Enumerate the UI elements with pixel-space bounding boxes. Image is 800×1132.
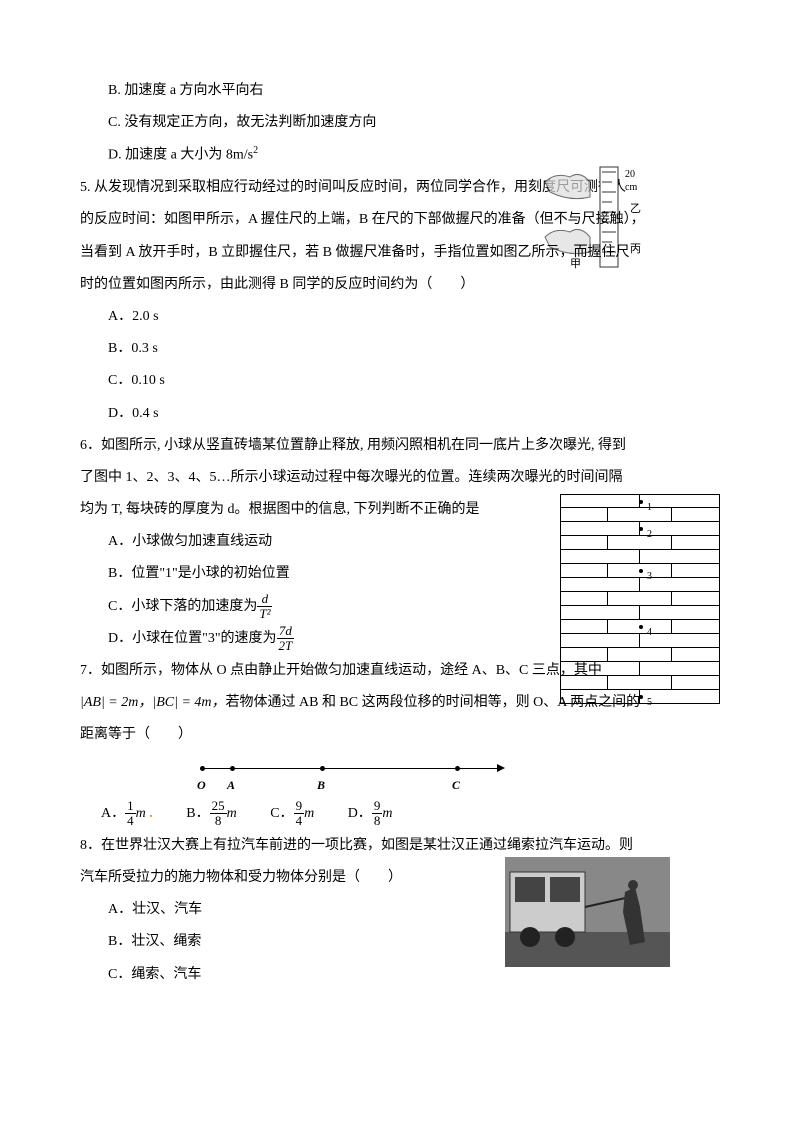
q7-options: A．14m . B．258m C．94m D．98m [101,798,720,830]
q7-stem-2: |AB| = 2m，|BC| = 4m，若物体通过 AB 和 BC 这两段位移的… [80,687,720,719]
q7-stem-3: 距离等于（ ） [80,719,720,751]
q7-stem-2a: |AB| = 2m，|BC| = 4m， [80,695,226,710]
q5-stem-4: 时的位置如图丙所示，由此测得 B 同学的反应时间约为（ ） [80,269,720,301]
q7-opta-label: A． [101,806,125,821]
q6-stem-3: 均为 T, 每块砖的厚度为 d。根据图中的信息, 下列判断不正确的是 1 2 3… [80,494,720,526]
q6-stem-1: 6．如图所示, 小球从竖直砖墙某位置静止释放, 用频闪照相机在同一底片上多次曝光… [80,430,720,462]
q6-optd-den: 2T [277,639,295,653]
q6-stem-2-text: 了图中 1、2、3、4、5…所示小球运动过程中每次曝光的位置。连续两次曝光的时间… [80,470,623,485]
q7-point-a: A [227,772,235,800]
q5-stem-1: 5. 从发现情况到采取相应行动经过的时间叫反应时间，两位同学合作，用刻度尺可测得… [80,172,720,204]
q8-option-c: C．绳索、汽车 [80,959,720,991]
q8-stem-2: 汽车所受拉力的施力物体和受力物体分别是（ ） [80,862,720,894]
svg-text:20: 20 [625,169,635,180]
q6-option-a: A．小球做匀加速直线运动 [80,526,720,558]
q7-point-c: C [452,772,460,800]
q6-stem-2: 了图中 1、2、3、4、5…所示小球运动过程中每次曝光的位置。连续两次曝光的时间… [80,462,720,494]
q7-optd-label: D． [348,806,372,821]
q6-option-d: D．小球在位置"3"的速度为7d2T [80,623,720,655]
q8-option-a: A．壮汉、汽车 [80,894,720,926]
q7-opta-suf: m [136,806,146,821]
q5-stem-2: 的反应时间：如图甲所示，A 握住尺的上端，B 在尺的下部做握尺的准备（但不与尺接… [80,204,720,236]
q7-optb-suf: m [227,806,237,821]
q6-stem-3-text: 均为 T, 每块砖的厚度为 d。根据图中的信息, 下列判断不正确的是 [80,502,480,517]
q6-optc-text: C．小球下落的加速度为 [108,599,257,614]
q7-optc-label: C． [270,806,293,821]
svg-text:cm: cm [625,182,637,193]
q7-option-b: B．258m [186,798,236,830]
q7-optb-den: 8 [210,814,227,828]
q7-optc-suf: m [304,806,314,821]
q5-option-c: C．0.10 s [80,365,720,397]
q6-optc-den: T² [257,607,272,621]
q7-point-o: O [197,772,206,800]
q8-stem-2-text: 汽车所受拉力的施力物体和受力物体分别是（ ） [80,870,402,885]
q7-optd-suf: m [382,806,392,821]
q4-option-c: C. 没有规定正方向，故无法判断加速度方向 [80,107,720,139]
q7-optb-num: 25 [210,799,227,814]
q5-option-b: B．0.3 s [80,333,720,365]
q7-optc-den: 4 [294,814,305,828]
q7-opta-num: 1 [125,799,136,814]
q7-optc-num: 9 [294,799,305,814]
q7-option-c: C．94m [270,798,314,830]
q6-optc-num: d [257,592,272,607]
q5-option-a: A．2.0 s [80,301,720,333]
q4-optd-sup: 2 [253,145,258,156]
q7-optd-den: 8 [372,814,383,828]
q8-option-b: B．壮汉、绳索 [80,926,720,958]
q5-stem-3: 当看到 A 放开手时，B 立即握住尺，若 B 做握尺准备时，手指位置如图乙所示，… [80,237,720,269]
q6-optd-num: 7d [277,624,295,639]
q6-optd-text: D．小球在位置"3"的速度为 [108,631,277,646]
q6-option-c: C．小球下落的加速度为dT² [80,591,720,623]
q7-point-b: B [317,772,325,800]
q5-option-d: D．0.4 s [80,398,720,430]
q7-stem-2b: 若物体通过 AB 和 BC 这两段位移的时间相等，则 O、A 两点之间的 [226,695,641,710]
q6-optc-frac: dT² [257,592,272,622]
q7-option-d: D．98m [348,798,393,830]
q6-option-b: B．位置"1"是小球的初始位置 [80,558,720,590]
q7-number-line: O A B C [200,760,500,790]
q7-optb-label: B． [186,806,209,821]
q4-option-b: B. 加速度 a 方向水平向右 [80,75,720,107]
q7-option-a: A．14m . [101,798,153,830]
q6-optd-frac: 7d2T [277,624,295,654]
q7-optd-num: 9 [372,799,383,814]
yellow-dot-icon: . [149,806,153,821]
q7-stem-1: 7．如图所示，物体从 O 点由静止开始做匀加速直线运动，途经 A、B、C 三点，… [80,655,720,687]
q4-optd-text: D. 加速度 a 大小为 8m/s [108,148,253,163]
q7-opta-den: 4 [125,814,136,828]
